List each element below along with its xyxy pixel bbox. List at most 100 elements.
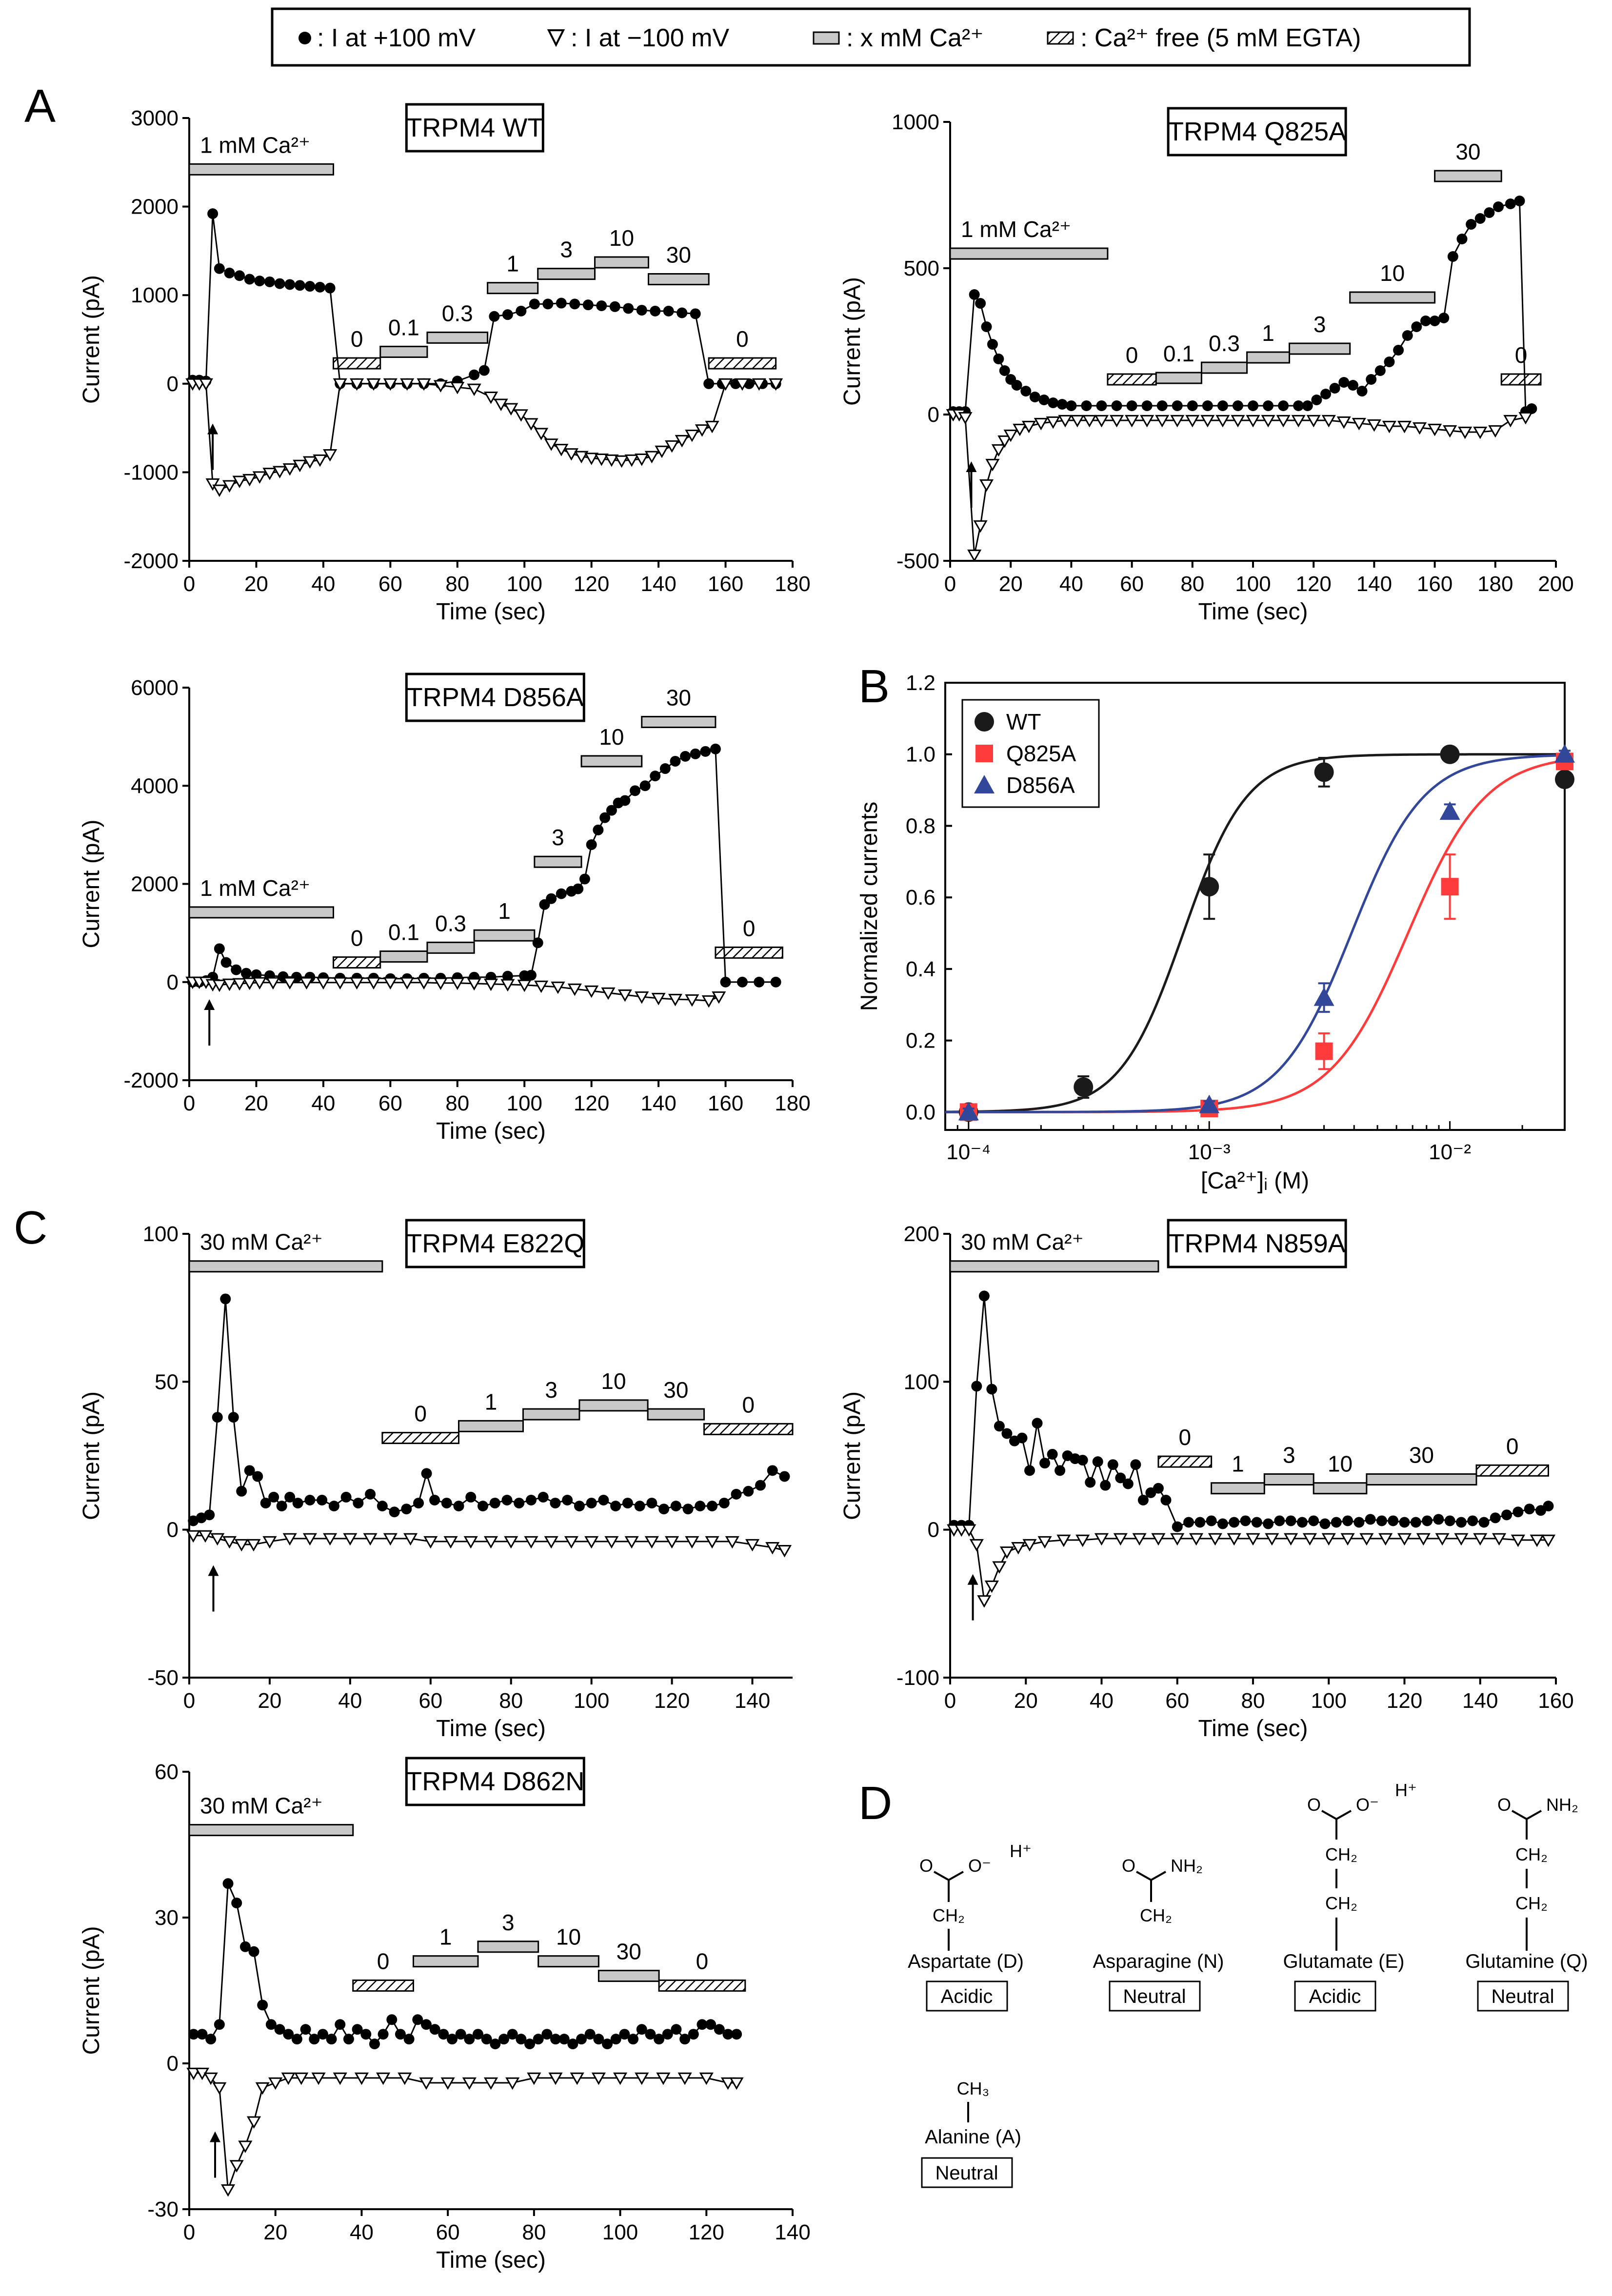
chart-trpm4-d856a: 0 20 40 60 80 100 120 140 160 180-200002000400060… xyxy=(79,673,811,1144)
data-point-negative xyxy=(293,459,307,473)
legend-label: D856A xyxy=(1006,772,1075,798)
data-point-positive xyxy=(1342,1515,1353,1526)
y-tick-label: -500 xyxy=(896,549,939,573)
data-point-positive xyxy=(1085,1477,1096,1488)
data-point-negative xyxy=(1013,423,1027,436)
data-point-positive xyxy=(1100,1480,1111,1491)
data-point-positive xyxy=(304,281,316,292)
data-point-positive xyxy=(1011,380,1022,391)
top-legend: : I at +100 mV : I at −100 mV : x mM Ca²… xyxy=(271,7,1471,67)
data-point-positive xyxy=(389,1506,400,1518)
data-point-positive xyxy=(743,1485,754,1497)
x-tick-label: 160 xyxy=(708,572,743,596)
data-point-negative xyxy=(400,378,415,391)
x-tick-label: 140 xyxy=(735,1689,770,1713)
x-tick-label: 20 xyxy=(1014,1689,1038,1713)
data-point-negative xyxy=(212,484,227,497)
glutamate-class: Acidic xyxy=(1309,1986,1361,2007)
data-point-positive xyxy=(1160,1495,1172,1505)
data-point-positive xyxy=(1456,234,1468,244)
data-point-positive xyxy=(659,763,671,774)
data-point-positive xyxy=(567,2039,578,2050)
y-tick-label: 0 xyxy=(167,1518,179,1542)
data-point-positive xyxy=(1016,1432,1028,1444)
ca-bar xyxy=(641,715,716,728)
x-tick-label: 40 xyxy=(311,572,335,596)
data-point-d856a xyxy=(1554,744,1575,763)
data-point-positive xyxy=(619,795,631,806)
data-point-negative xyxy=(333,2072,347,2085)
data-point-positive xyxy=(1366,374,1377,385)
data-point-negative xyxy=(212,2082,227,2095)
data-point-positive xyxy=(1206,1515,1217,1526)
data-point-positive xyxy=(300,2024,311,2035)
data-point-positive xyxy=(1402,330,1413,341)
data-point-negative xyxy=(705,420,719,434)
x-tick-label: 100 xyxy=(507,572,542,596)
data-point-negative xyxy=(440,2077,455,2090)
x-tick-label: 60 xyxy=(436,2220,460,2244)
data-point-negative xyxy=(354,2072,369,2085)
ca-free-bar xyxy=(703,1423,794,1435)
data-point-negative xyxy=(350,977,364,990)
data-point-positive xyxy=(562,1495,573,1505)
aspartate-o: O xyxy=(919,1856,933,1876)
data-point-positive xyxy=(1490,1512,1501,1524)
ca-bar-label: 0.3 xyxy=(442,300,473,326)
ca-bar-label: 0 xyxy=(1506,1433,1519,1459)
y-tick-label: 0.4 xyxy=(906,957,935,981)
data-point-positive xyxy=(1411,321,1422,332)
data-point-negative xyxy=(1412,422,1427,435)
data-point-positive xyxy=(609,301,620,312)
data-point-d856a xyxy=(1313,987,1334,1006)
data-point-negative xyxy=(302,1533,317,1546)
data-point-negative xyxy=(403,1533,418,1546)
glutamine-nh2: NH₂ xyxy=(1546,1795,1578,1815)
data-point-negative xyxy=(1227,1533,1241,1546)
data-point-negative xyxy=(720,2077,736,2090)
x-tick-label: 20 xyxy=(263,2220,287,2244)
x-tick-label: 10⁻⁴ xyxy=(946,1140,991,1164)
data-point-positive xyxy=(453,1501,464,1512)
data-point-negative xyxy=(701,995,716,1008)
data-point-positive xyxy=(550,2034,561,2045)
x-tick-label: 20 xyxy=(258,1689,281,1713)
data-point-positive xyxy=(671,2024,682,2035)
data-point-negative xyxy=(316,977,331,990)
data-point-negative xyxy=(363,1533,378,1546)
data-point-negative xyxy=(984,1580,999,1593)
data-point-wt xyxy=(1440,744,1460,764)
data-point-positive xyxy=(556,888,567,899)
data-point-positive xyxy=(413,1498,424,1509)
data-point-positive xyxy=(1077,1455,1088,1466)
data-point-negative xyxy=(333,378,347,391)
data-point-negative xyxy=(1321,415,1336,428)
data-point-negative xyxy=(668,993,683,1007)
data-point-positive xyxy=(1032,1418,1043,1429)
data-point-negative xyxy=(1541,1534,1556,1547)
x-tick-label: 80 xyxy=(1241,1689,1265,1713)
data-point-negative xyxy=(1151,1533,1166,1546)
data-point-negative xyxy=(483,978,498,991)
asparagine-class-box xyxy=(1109,1980,1201,2012)
data-point-positive xyxy=(252,1471,263,1482)
y-tick-label: 200 xyxy=(904,1222,939,1246)
x-tick-label: 40 xyxy=(1090,1689,1114,1713)
data-point-positive xyxy=(981,321,992,332)
ca-bar xyxy=(534,855,582,868)
data-point-negative xyxy=(705,1536,719,1549)
data-point-positive xyxy=(353,1498,364,1509)
data-point-positive xyxy=(731,1488,742,1500)
data-point-negative xyxy=(1378,1533,1393,1546)
data-point-positive xyxy=(670,755,681,767)
ca-bar xyxy=(537,268,596,280)
data-point-positive xyxy=(260,1498,271,1509)
data-point-positive xyxy=(1388,1515,1399,1526)
ca-bar-label: 0 xyxy=(743,915,756,941)
data-point-negative xyxy=(229,2160,244,2173)
data-point-positive xyxy=(220,1293,231,1305)
data-point-negative xyxy=(1321,1533,1336,1546)
data-point-positive xyxy=(533,2034,544,2045)
aspartate-class-box xyxy=(926,1980,1008,2012)
